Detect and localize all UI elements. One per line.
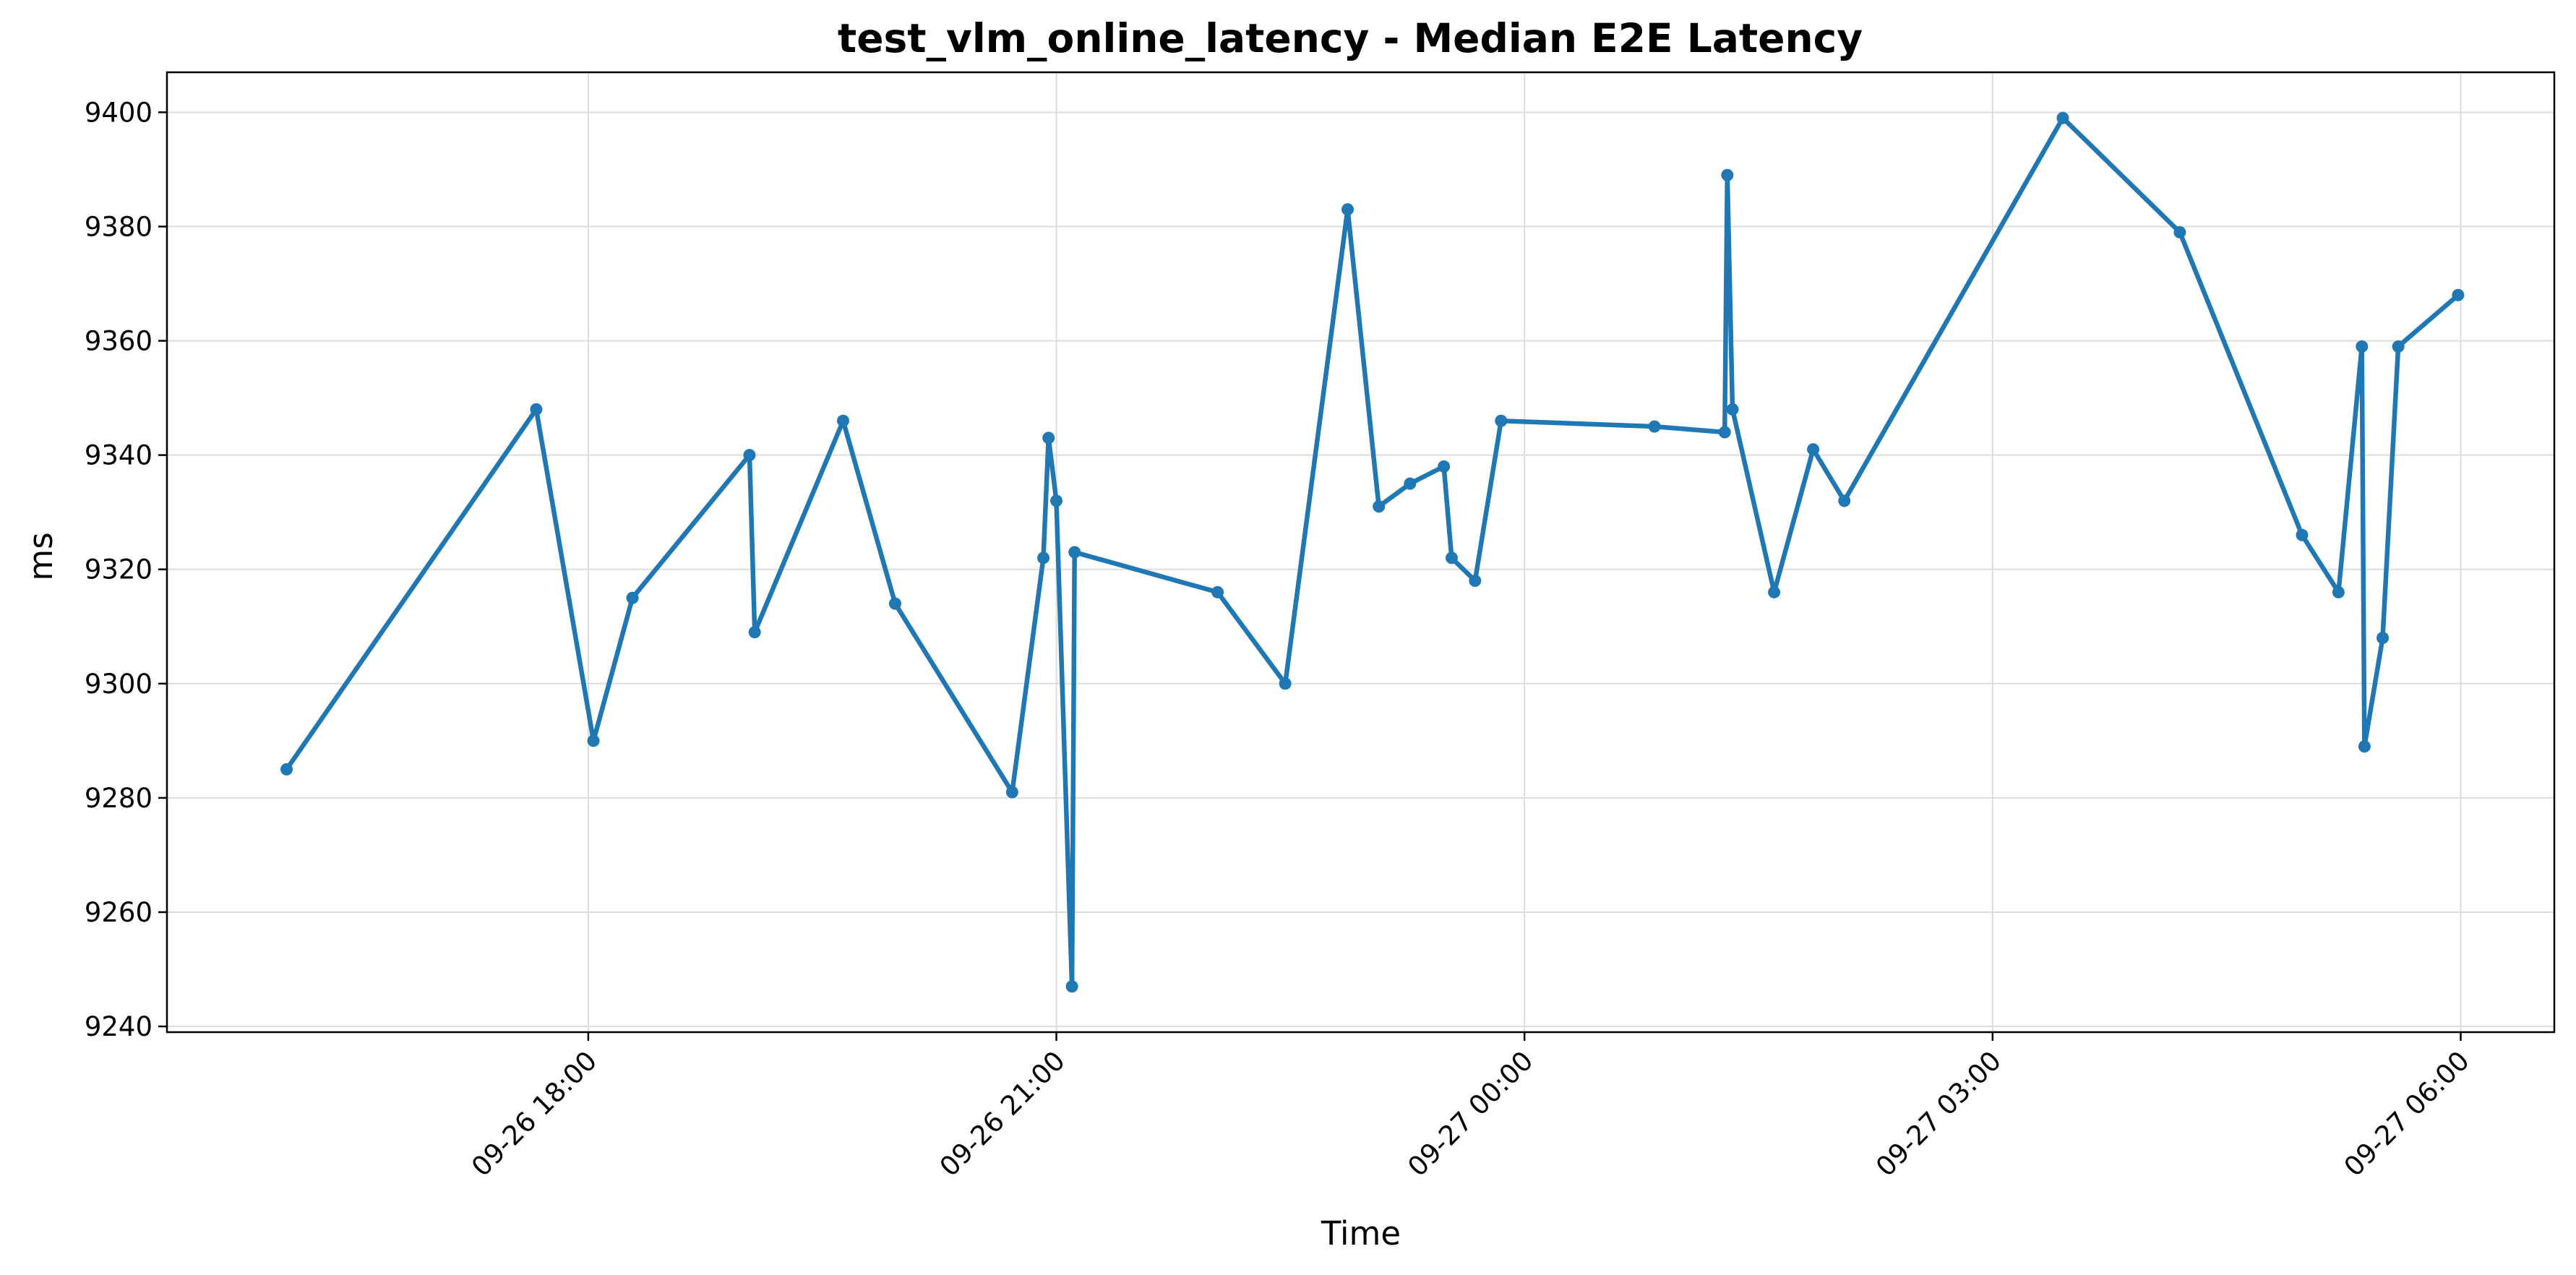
data-point bbox=[1768, 585, 1781, 598]
data-point bbox=[1648, 420, 1661, 433]
data-point bbox=[280, 763, 293, 776]
data-point bbox=[1037, 551, 1050, 564]
data-point bbox=[2377, 632, 2390, 645]
data-point bbox=[2332, 585, 2345, 598]
data-point bbox=[2173, 226, 2186, 239]
data-point bbox=[1726, 403, 1739, 416]
data-point bbox=[1042, 432, 1055, 445]
data-point bbox=[2392, 340, 2405, 353]
data-point bbox=[2452, 288, 2465, 301]
y-tick-label: 9400 bbox=[85, 97, 153, 128]
y-tick-label: 9300 bbox=[85, 669, 153, 700]
data-point bbox=[748, 626, 761, 639]
data-point bbox=[1005, 786, 1018, 799]
data-point bbox=[1065, 980, 1078, 993]
data-point bbox=[1279, 677, 1292, 690]
x-tick-label: 09-26 18:00 bbox=[465, 1045, 603, 1182]
data-point bbox=[1807, 443, 1820, 456]
x-tick-label: 09-27 06:00 bbox=[2338, 1045, 2476, 1182]
data-point bbox=[1838, 494, 1851, 507]
data-point bbox=[743, 449, 756, 462]
x-tick-label: 09-27 00:00 bbox=[1401, 1045, 1539, 1182]
x-tick-label: 09-26 21:00 bbox=[934, 1045, 1071, 1182]
chart-title: test_vlm_online_latency - Median E2E Lat… bbox=[838, 15, 1863, 61]
data-point bbox=[2358, 740, 2371, 753]
data-point bbox=[626, 591, 639, 604]
plot-layer bbox=[280, 111, 2465, 993]
y-tick-label: 9320 bbox=[85, 554, 153, 585]
data-point bbox=[2356, 340, 2369, 353]
y-tick-label: 9380 bbox=[85, 211, 153, 242]
y-axis-label: ms bbox=[22, 532, 60, 580]
y-tick-label: 9240 bbox=[85, 1011, 153, 1042]
data-point bbox=[836, 414, 849, 427]
data-point bbox=[1404, 477, 1417, 490]
data-point bbox=[1373, 500, 1386, 513]
data-point bbox=[587, 734, 600, 747]
y-tick-label: 9340 bbox=[85, 440, 153, 471]
data-point bbox=[888, 597, 901, 610]
x-axis-label: Time bbox=[1321, 1214, 1401, 1253]
data-point bbox=[1469, 575, 1482, 588]
data-point bbox=[1050, 494, 1063, 507]
data-point bbox=[1718, 426, 1731, 439]
y-tick-label: 9260 bbox=[85, 897, 153, 928]
data-point bbox=[1068, 546, 1081, 559]
data-point bbox=[1211, 585, 1224, 598]
data-point bbox=[2296, 528, 2309, 541]
plot-frame bbox=[166, 71, 2556, 1034]
x-tick-label: 09-27 03:00 bbox=[1870, 1045, 2007, 1182]
data-point bbox=[530, 403, 543, 416]
data-point bbox=[1341, 203, 1354, 216]
data-point bbox=[2056, 111, 2069, 124]
data-point bbox=[1438, 460, 1451, 473]
data-point bbox=[1495, 414, 1508, 427]
data-point bbox=[1445, 551, 1458, 564]
y-tick-label: 9280 bbox=[85, 783, 153, 814]
data-point bbox=[1721, 168, 1734, 181]
series-line bbox=[284, 115, 2461, 989]
grid-layer bbox=[167, 72, 2554, 1032]
y-tick-label: 9360 bbox=[85, 326, 153, 357]
